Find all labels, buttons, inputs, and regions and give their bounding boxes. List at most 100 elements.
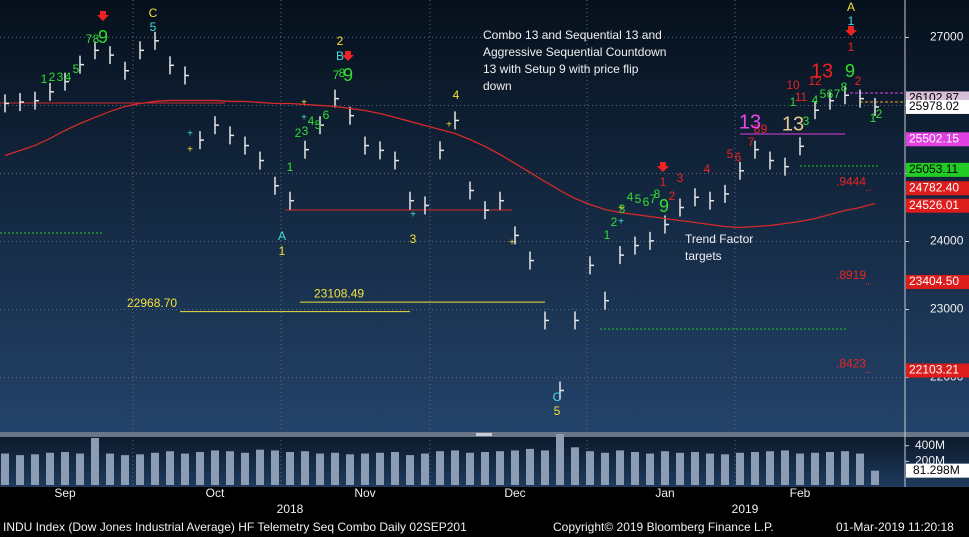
note-text: Combo 13 and Sequential 13 and xyxy=(483,28,662,42)
price-level-label: 22968.70 xyxy=(127,296,177,310)
footer-band xyxy=(0,487,969,537)
volume-bar xyxy=(376,452,384,485)
volume-bar xyxy=(391,452,399,485)
td-count: 11 xyxy=(795,90,808,104)
volume-bar xyxy=(796,453,804,485)
volume-bar xyxy=(106,453,114,485)
price-bar xyxy=(289,191,294,210)
price-marker xyxy=(906,363,969,378)
td-count: 7 xyxy=(748,135,755,149)
price-bar xyxy=(544,311,549,330)
td-count: 5 xyxy=(554,404,561,418)
volume-bar xyxy=(481,452,489,485)
price-bar xyxy=(229,126,234,145)
td-count: 6 xyxy=(643,195,650,209)
td-count: 1 xyxy=(848,40,855,54)
price-bar xyxy=(424,196,429,215)
td-count: 6 xyxy=(827,87,834,101)
td-count: 2 xyxy=(855,74,862,88)
price-bar xyxy=(109,46,114,65)
td-count: + xyxy=(187,129,193,140)
price-bar xyxy=(694,188,699,207)
volume-bar xyxy=(556,434,564,485)
price-bar xyxy=(784,157,789,176)
price-bar xyxy=(634,236,639,255)
volume-bar xyxy=(361,453,369,485)
price-bar xyxy=(454,111,459,130)
volume-bar xyxy=(616,450,624,485)
td-count: 5 xyxy=(150,20,157,34)
y-tick-label: 24000 xyxy=(930,234,964,248)
price-bar xyxy=(439,141,444,160)
price-bar xyxy=(829,91,834,110)
volume-bar xyxy=(271,450,279,485)
volume-bar xyxy=(211,450,219,485)
td-count: 8 xyxy=(841,80,848,94)
note-text: 13 with Setup 9 with price flip xyxy=(483,62,639,76)
volume-bar xyxy=(46,452,54,485)
price-bar xyxy=(874,97,879,116)
price-bar xyxy=(844,86,849,105)
td-count: 2 xyxy=(295,126,302,140)
price-bar xyxy=(79,55,84,74)
volume-bar xyxy=(751,452,759,485)
x-tick-label: Dec xyxy=(504,486,525,500)
td-count: 4 xyxy=(65,70,72,84)
price-marker-label: 23404.50 xyxy=(909,274,959,288)
price-marker-label: 25502.15 xyxy=(909,131,959,145)
volume-bar xyxy=(871,470,879,485)
volume-bar xyxy=(601,452,609,485)
td-count: 2 xyxy=(337,34,344,48)
trend-factor-label: .8423 xyxy=(836,357,866,371)
td-count: 1 xyxy=(790,95,797,109)
volume-bar xyxy=(151,452,159,485)
price-bar xyxy=(739,161,744,180)
td-count: 1 xyxy=(848,14,855,28)
price-bar xyxy=(724,184,729,203)
volume-bar xyxy=(181,453,189,485)
year-label: 2018 xyxy=(277,502,304,516)
sell-arrow xyxy=(97,11,109,21)
trend-factor-label: .9444 xyxy=(836,174,866,188)
volume-bar xyxy=(541,450,549,485)
volume-bar xyxy=(661,451,669,485)
td-count: 1 xyxy=(870,111,877,125)
price-bar xyxy=(619,246,624,265)
volume-bar xyxy=(691,452,699,485)
volume-bar xyxy=(706,453,714,485)
price-marker xyxy=(906,132,969,147)
td-count: 3 xyxy=(57,70,64,84)
td-count: 3 xyxy=(803,114,810,128)
td-count: + xyxy=(410,210,416,221)
price-bar xyxy=(409,191,414,210)
price-bar xyxy=(814,101,819,120)
volume-bar xyxy=(526,448,534,485)
volume-marker xyxy=(906,463,969,478)
td-count: + xyxy=(618,204,624,215)
td-count: + xyxy=(301,98,307,109)
volume-bar xyxy=(676,452,684,485)
price-bar xyxy=(154,31,159,50)
price-bar xyxy=(499,191,504,210)
volume-bar xyxy=(136,454,144,485)
td-count: 8 xyxy=(339,66,346,80)
td-count: 6 xyxy=(735,150,742,164)
volume-bar xyxy=(316,453,324,485)
td-count: 9 xyxy=(845,61,855,81)
volume-bar xyxy=(121,455,129,485)
price-bar xyxy=(484,201,489,220)
td-count: 4 xyxy=(453,88,460,102)
x-tick-label: Nov xyxy=(354,486,375,500)
volume-bar xyxy=(331,452,339,485)
volume-bar xyxy=(631,452,639,485)
price-bar xyxy=(604,291,609,310)
td-count: 1 xyxy=(279,244,286,258)
price-level-label: 23108.49 xyxy=(314,286,364,300)
price-bar xyxy=(769,151,774,170)
volume-bar xyxy=(286,452,294,485)
price-bar xyxy=(244,136,249,155)
divider-handle[interactable] xyxy=(476,433,492,436)
volume-bar xyxy=(856,453,864,485)
td-count: 8 xyxy=(93,32,100,46)
volume-bar xyxy=(91,437,99,485)
